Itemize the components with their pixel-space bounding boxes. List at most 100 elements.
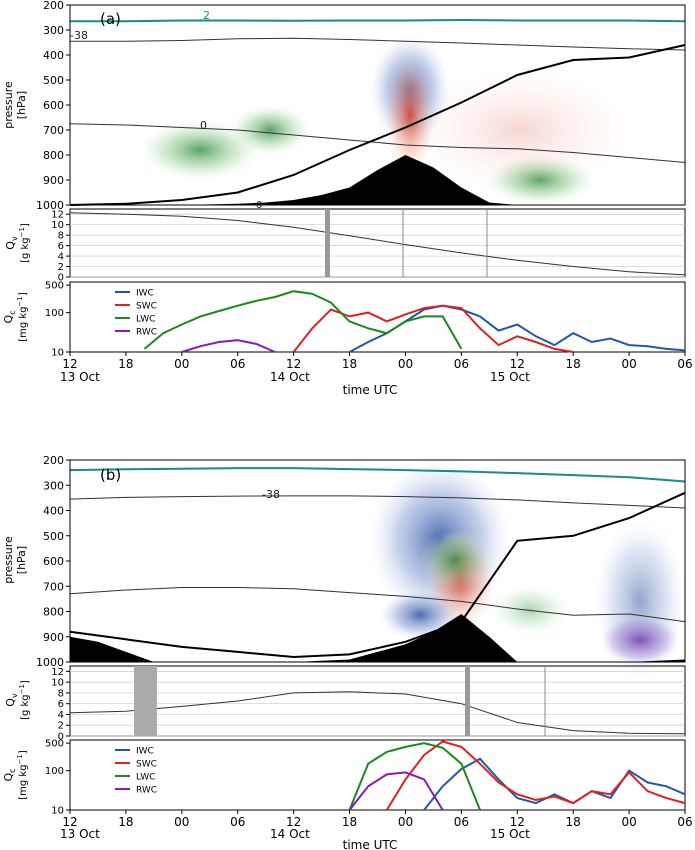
qv-axis-unit: [g kg−1] [18, 680, 31, 720]
series-line [70, 37, 686, 51]
qv-line [69, 212, 686, 276]
x-tick-label: 12 [62, 357, 77, 371]
qc-axis-unit: [mg kg−1] [16, 750, 29, 800]
panel-b-qc-frame [69, 739, 686, 811]
y-tick-label: 4 [58, 710, 64, 721]
y-tick-label: 10 [51, 678, 64, 689]
y-axis-label: pressure [2, 81, 15, 129]
snow-shading [410, 70, 630, 190]
x-tick-label: 00 [174, 357, 189, 371]
legend-label: IWC [136, 747, 154, 757]
date-label: 13 Oct [60, 370, 100, 384]
y-tick-label: 0 [58, 273, 64, 284]
qv-line [69, 691, 686, 735]
series-line [70, 18, 686, 23]
y-tick-label: 400 [43, 49, 64, 62]
x-tick-label: 06 [454, 815, 469, 829]
y-tick-label: 800 [43, 149, 64, 162]
y-tick-label: 500 [45, 739, 64, 750]
panel-label: (a) [100, 10, 121, 28]
date-label: 15 Oct [490, 370, 530, 384]
qv-axis-label: Qv [4, 236, 19, 250]
y-axis-unit: [hPa] [15, 546, 28, 574]
y-tick-label: 1000 [36, 199, 64, 212]
qc-axis-unit: [mg kg−1] [16, 292, 29, 342]
terrain-area [70, 155, 685, 205]
panel-b-lines [69, 467, 686, 662]
x-tick-label: 00 [398, 357, 413, 371]
qc-line-rwc [181, 339, 276, 353]
y-tick-label: 10 [51, 220, 64, 231]
y-tick-label: 6 [58, 699, 64, 710]
qc-axis-label: Qc [2, 768, 17, 781]
qc-line-lwc [143, 290, 463, 350]
time-marker [465, 666, 470, 736]
x-tick-label: 18 [342, 357, 357, 371]
legend-label: LWC [136, 315, 155, 325]
y-tick-label: 700 [43, 580, 64, 593]
y-tick-label: 100 [45, 766, 64, 777]
panel-a-x-ticks: 12 18 00 06 12 18 00 06 12 18 00 06 [62, 352, 693, 371]
x-tick-label: 18 [118, 815, 133, 829]
panel-a: (a) -38 2 0 0 20030040050060070080090010… [2, 0, 693, 397]
contour-label: -38 [70, 29, 88, 42]
y-tick-label: 10 [51, 806, 64, 817]
y-tick-label: 600 [43, 99, 64, 112]
y-tick-label: 10 [51, 348, 64, 359]
panel-a-qv-chart [69, 212, 686, 278]
x-tick-label: 06 [677, 815, 692, 829]
y-tick-label: 500 [45, 281, 64, 292]
y-tick-label: 0 [58, 732, 64, 743]
y-tick-label: 800 [43, 606, 64, 619]
x-tick-label: 12 [510, 815, 525, 829]
series-line [69, 44, 686, 206]
x-tick-label: 00 [621, 357, 636, 371]
x-tick-label: 18 [566, 357, 581, 371]
panel-b-x-ticks: 12 18 00 06 12 18 00 06 12 18 00 06 [62, 810, 693, 829]
x-tick-label: 18 [566, 815, 581, 829]
qv-axis-unit: [g kg−1] [18, 223, 31, 263]
x-tick-label: 12 [62, 815, 77, 829]
panel-b-qv-chart [69, 671, 686, 737]
panel-b-y-ticks: 200 300 400 500 600 700 800 900 1000 [36, 454, 70, 669]
rain-shading [600, 615, 680, 665]
y-tick-label: 700 [43, 124, 64, 137]
x-axis-label: time UTC [343, 838, 398, 850]
x-tick-label: 18 [342, 815, 357, 829]
date-label: 14 Oct [270, 370, 310, 384]
y-axis-unit: [hPa] [15, 91, 28, 119]
x-tick-label: 00 [398, 815, 413, 829]
y-tick-label: 500 [43, 74, 64, 87]
legend-label: SWC [136, 302, 157, 312]
legend-label: RWC [136, 328, 157, 338]
y-tick-label: 100 [45, 308, 64, 319]
y-tick-label: 200 [43, 0, 64, 12]
qc-line-iwc [349, 304, 686, 353]
x-tick-label: 12 [286, 815, 301, 829]
qc-line-rwc [348, 771, 444, 811]
y-tick-label: 200 [43, 454, 64, 467]
qv-axis-label: Qv [4, 693, 19, 707]
series-line [69, 491, 686, 659]
qc-y-ticks: 10 100 500 [45, 281, 70, 359]
liquid-water-shading [140, 120, 260, 180]
legend-label: RWC [136, 786, 157, 796]
y-tick-label: 1000 [36, 656, 64, 669]
qc-axis-label: Qc [2, 310, 17, 323]
qc-line-iwc [423, 757, 686, 811]
ice-shading [380, 590, 460, 640]
panel-a-lines [69, 18, 686, 206]
contour-label: 0 [256, 200, 262, 211]
y-tick-label: 900 [43, 174, 64, 187]
y-tick-label: 4 [58, 252, 64, 263]
x-tick-label: 00 [621, 815, 636, 829]
y-tick-label: 600 [43, 555, 64, 568]
y-tick-label: 12 [51, 667, 64, 678]
date-label: 13 Oct [60, 827, 100, 841]
qc-line-swc [292, 304, 574, 353]
panel-a-qc-chart [143, 290, 686, 353]
